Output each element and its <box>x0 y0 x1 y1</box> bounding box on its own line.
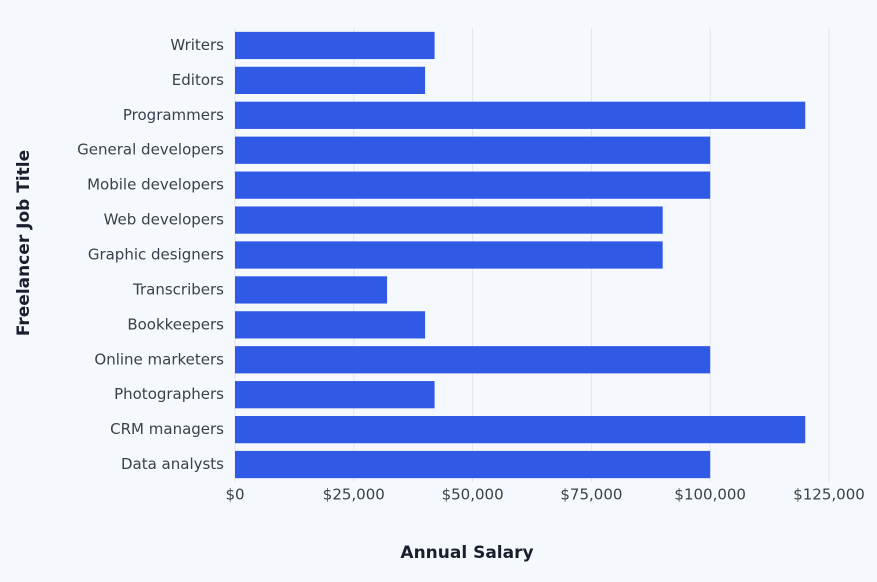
bar <box>235 346 711 374</box>
y-tick-label: Editors <box>172 71 224 89</box>
x-tick-label: $125,000 <box>793 486 865 504</box>
y-tick-label: Programmers <box>123 106 224 124</box>
bar <box>235 136 711 164</box>
x-tick-label: $50,000 <box>442 486 504 504</box>
y-tick-label: General developers <box>77 141 224 159</box>
y-tick-label: Writers <box>170 36 224 54</box>
bar <box>235 415 806 444</box>
bar <box>235 171 711 199</box>
y-tick-label: Web developers <box>104 211 225 229</box>
x-tick-label: $100,000 <box>674 486 746 504</box>
y-tick-label: Bookkeepers <box>127 315 224 333</box>
bar <box>235 450 711 479</box>
bar <box>235 101 806 129</box>
bar <box>235 206 663 234</box>
y-tick-label: Mobile developers <box>87 176 224 194</box>
x-tick-label: $25,000 <box>323 486 385 504</box>
y-tick-label: Transcribers <box>132 280 224 298</box>
x-axis-title: Annual Salary <box>400 543 533 563</box>
x-tick-label: $75,000 <box>560 486 622 504</box>
bar <box>235 311 426 339</box>
y-axis-title: Freelancer Job Title <box>14 150 34 336</box>
y-tick-label: Photographers <box>114 385 224 403</box>
bar <box>235 241 663 269</box>
y-tick-label: CRM managers <box>110 420 224 438</box>
y-tick-label: Online marketers <box>94 350 224 368</box>
bar <box>235 31 435 60</box>
y-tick-label: Data analysts <box>121 455 224 473</box>
bar <box>235 276 388 304</box>
bar <box>235 381 435 409</box>
y-tick-label: Graphic designers <box>88 246 224 264</box>
x-tick-label: $0 <box>225 486 244 504</box>
bar <box>235 66 426 95</box>
